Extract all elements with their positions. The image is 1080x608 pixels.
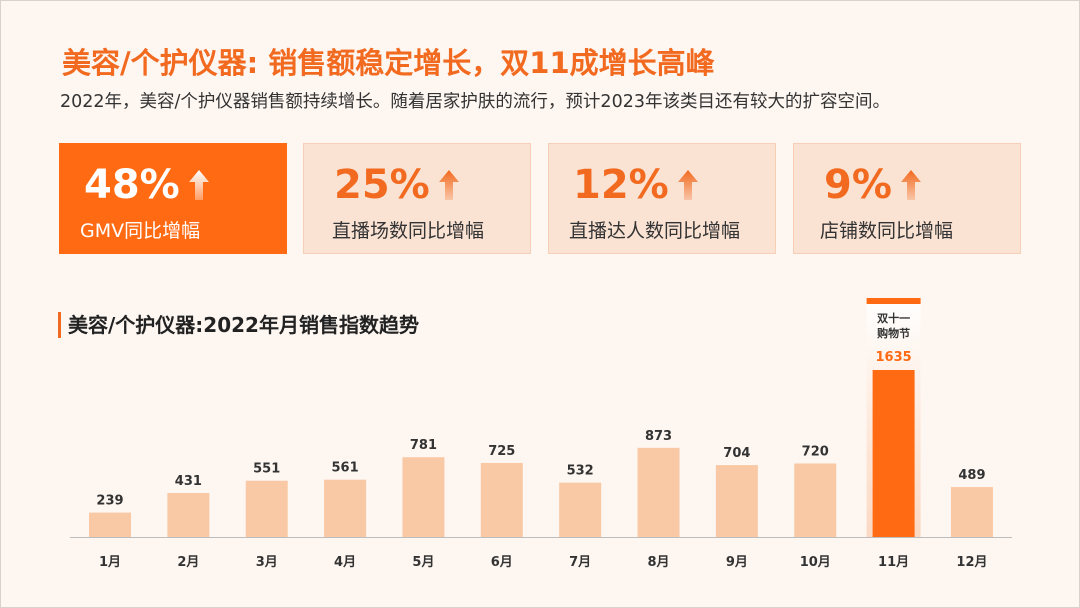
stat-value: 48% (84, 162, 180, 208)
data-label-1月: 239 (96, 494, 123, 509)
x-tick-label: 3月 (256, 555, 278, 570)
x-tick-label: 9月 (726, 555, 748, 570)
stat-value: 12% (573, 162, 669, 208)
highlight-annotation: 购物节 (877, 326, 910, 340)
chart-title: 美容/个护仪器:2022年月销售指数趋势 (58, 312, 419, 338)
bar-9月 (715, 465, 758, 537)
bar-6月 (480, 462, 523, 537)
x-tick-label: 12月 (956, 555, 987, 570)
stat-card-stores: 9% 店铺数同比增幅 (793, 143, 1021, 254)
x-tick-label: 2月 (177, 555, 199, 570)
data-label-9月: 704 (723, 446, 750, 461)
x-tick-label: 5月 (412, 555, 434, 570)
x-tick-label: 7月 (569, 555, 591, 570)
bar-5月 (402, 457, 445, 537)
data-label-4月: 561 (332, 461, 359, 476)
arrow-up-icon (900, 170, 921, 200)
x-tick-label: 1月 (99, 555, 121, 570)
data-label-5月: 781 (410, 438, 437, 453)
data-label-7月: 532 (567, 464, 594, 479)
page-subtitle: 2022年，美容/个护仪器销售额持续增长。随着居家护肤的流行，预计2023年该类… (60, 92, 890, 112)
bar-4月 (324, 479, 367, 537)
arrow-up-icon (188, 170, 209, 200)
data-label-8月: 873 (645, 429, 672, 444)
data-label-10月: 720 (802, 444, 829, 459)
arrow-up-icon (438, 170, 459, 200)
arrow-up-icon (677, 170, 698, 200)
stat-label: GMV同比增幅 (80, 220, 201, 242)
bar-8月 (637, 447, 680, 537)
highlight-annotation: 双十一 (877, 311, 910, 325)
stat-card-streamers: 12% 直播达人数同比增幅 (548, 143, 776, 254)
stat-label: 店铺数同比增幅 (820, 220, 954, 242)
data-label-6月: 725 (488, 444, 515, 459)
bar-3月 (245, 480, 288, 537)
data-label-11月: 1635 (876, 350, 912, 365)
stat-label: 直播场数同比增幅 (332, 220, 485, 242)
data-label-12月: 489 (958, 468, 985, 483)
data-label-3月: 551 (253, 462, 280, 477)
page-title: 美容/个护仪器: 销售额稳定增长，双11成增长高峰 (62, 46, 715, 80)
highlight-cap (866, 298, 921, 304)
x-tick-label: 11月 (878, 555, 909, 570)
bar-11月 (872, 370, 915, 537)
bar-1月 (89, 512, 131, 537)
bar-2月 (167, 492, 210, 537)
stat-card-live-sessions: 25% 直播场数同比增幅 (303, 143, 531, 254)
stat-card-gmv: 48% GMV同比增幅 (59, 143, 287, 254)
x-tick-label: 4月 (334, 555, 356, 570)
bar-7月 (559, 482, 602, 537)
x-tick-label: 10月 (800, 555, 831, 570)
stat-value: 25% (334, 162, 430, 208)
bar-10月 (794, 463, 837, 537)
x-tick-label: 6月 (491, 555, 513, 570)
data-label-2月: 431 (175, 474, 202, 489)
stat-value: 9% (824, 162, 892, 208)
stat-label: 直播达人数同比增幅 (569, 220, 741, 242)
x-tick-label: 8月 (647, 555, 669, 570)
bar-12月 (950, 487, 993, 537)
